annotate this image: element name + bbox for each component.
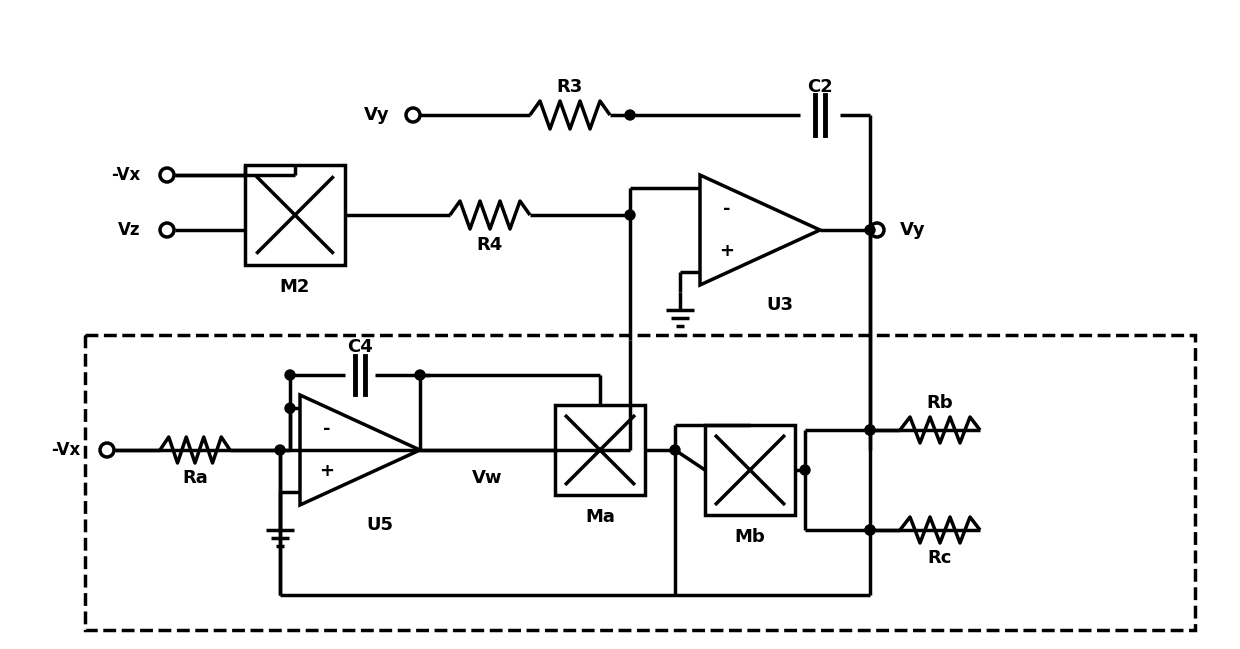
Text: U3: U3 [766, 296, 794, 314]
Circle shape [866, 525, 875, 535]
Circle shape [160, 168, 174, 182]
Circle shape [415, 370, 425, 380]
Text: Vy: Vy [900, 221, 925, 239]
Bar [86, 335, 1195, 630]
Circle shape [866, 525, 875, 535]
Circle shape [625, 110, 635, 120]
Circle shape [100, 443, 114, 457]
Text: Vy: Vy [365, 106, 391, 124]
Circle shape [160, 223, 174, 237]
Circle shape [866, 225, 875, 235]
Text: Rb: Rb [926, 394, 954, 412]
Text: C4: C4 [347, 338, 373, 356]
Circle shape [670, 445, 680, 455]
Circle shape [405, 108, 420, 122]
Circle shape [866, 425, 875, 435]
Circle shape [285, 403, 295, 413]
Text: U5: U5 [367, 516, 393, 534]
Text: +: + [320, 462, 335, 480]
Circle shape [285, 370, 295, 380]
Text: -Vx: -Vx [51, 441, 81, 459]
Text: Rc: Rc [928, 549, 952, 567]
Text: M2: M2 [280, 278, 310, 296]
Text: C2: C2 [807, 78, 833, 96]
Text: Vw: Vw [472, 469, 502, 487]
Text: R4: R4 [477, 236, 503, 254]
Circle shape [275, 445, 285, 455]
Text: R3: R3 [557, 78, 583, 96]
Text: -: - [723, 200, 730, 218]
Text: Ra: Ra [182, 469, 208, 487]
Circle shape [866, 425, 875, 435]
Circle shape [870, 223, 884, 237]
Text: Mb: Mb [734, 528, 765, 546]
Text: +: + [719, 242, 734, 260]
Text: Ma: Ma [585, 508, 615, 526]
Text: -Vx: -Vx [110, 166, 140, 184]
Text: Vz: Vz [118, 221, 140, 239]
Circle shape [625, 210, 635, 220]
Text: -: - [324, 420, 331, 438]
Circle shape [800, 465, 810, 475]
